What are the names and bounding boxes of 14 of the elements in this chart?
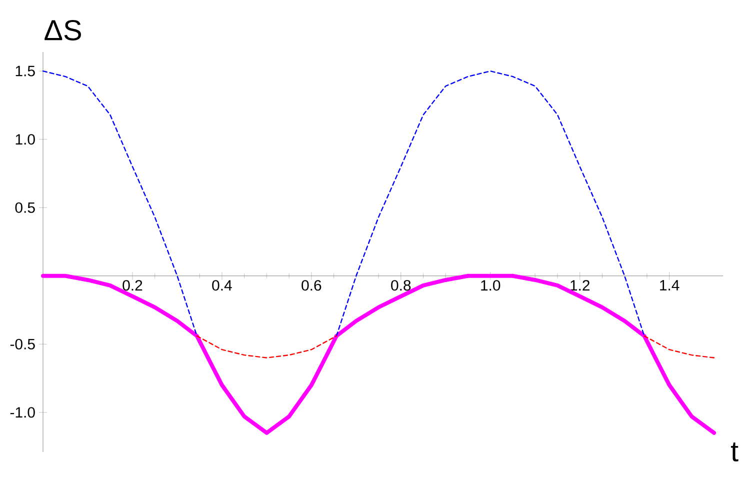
y-tick-label: 1.0: [16, 134, 35, 145]
x-tick-label: 1.0: [481, 280, 500, 291]
y-tick-label: 0.5: [15, 202, 35, 213]
x-tick-label: 0.6: [302, 280, 322, 291]
x-axis-title: t: [730, 442, 738, 462]
x-tick-label: 1.4: [660, 280, 680, 290]
y-axis-title: ΔS: [44, 20, 81, 40]
x-tick-label: 0.2: [122, 280, 142, 291]
x-tick-label: 0.8: [391, 280, 411, 291]
y-tick-label: -1.0: [10, 407, 35, 418]
y-tick-label: 1.5: [16, 66, 35, 76]
x-tick-label: 0.4: [212, 280, 232, 291]
y-tick-label: -0.5: [10, 338, 35, 350]
x-tick-label: 1.2: [570, 280, 590, 291]
